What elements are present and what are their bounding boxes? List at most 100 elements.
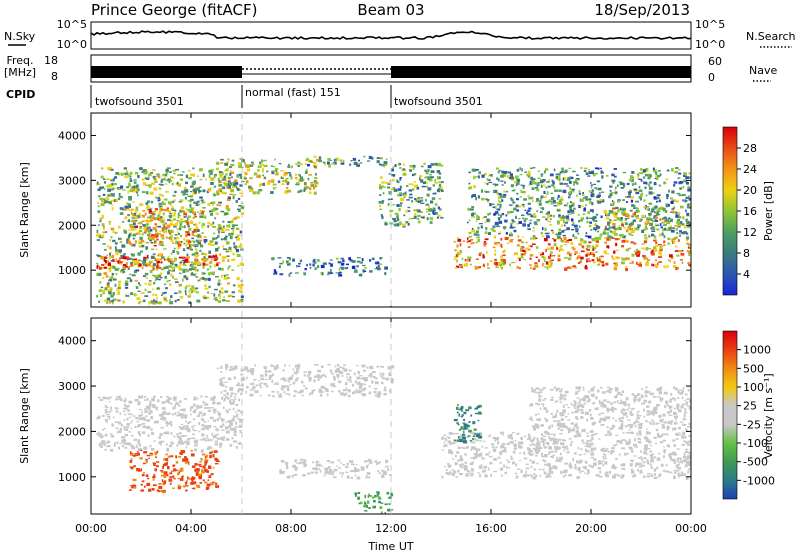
velocity-cell <box>156 465 159 467</box>
velocity-cell <box>153 478 155 481</box>
power-cell <box>568 196 571 198</box>
power-cell <box>688 253 690 256</box>
velocity-cell <box>116 396 119 397</box>
power-cell <box>551 184 553 186</box>
velocity-cell <box>520 470 522 473</box>
velocity-cell <box>145 415 148 417</box>
power-cell <box>107 195 110 197</box>
power-cell <box>534 222 538 224</box>
velocity-cell <box>140 457 143 459</box>
power-cell <box>253 164 255 166</box>
power-cell <box>387 184 390 185</box>
power-cell <box>223 256 227 258</box>
power-cell <box>479 223 483 224</box>
velocity-cell <box>207 407 211 409</box>
power-cell <box>561 238 563 241</box>
power-cell <box>107 298 111 301</box>
velocity-cell <box>341 375 344 376</box>
power-cell <box>425 199 427 202</box>
power-cell <box>659 234 661 237</box>
velocity-cell <box>115 399 119 401</box>
power-cell <box>664 182 666 184</box>
velocity-cell <box>641 458 643 460</box>
velocity-cell <box>295 379 298 382</box>
power-cell <box>159 211 162 213</box>
power-cell <box>685 210 687 213</box>
power-cell <box>645 249 648 250</box>
power-cell <box>146 258 148 260</box>
power-cell <box>202 211 204 214</box>
power-cell <box>152 169 156 171</box>
velocity-cell <box>650 460 654 463</box>
power-cell <box>605 226 607 228</box>
power-cell <box>528 249 531 251</box>
power-cell <box>234 179 237 182</box>
power-cell <box>519 174 522 175</box>
power-cell <box>558 232 562 235</box>
power-cell <box>547 235 549 237</box>
power-cell <box>175 281 178 283</box>
power-cell <box>196 245 198 246</box>
velocity-cell <box>530 439 532 441</box>
power-cell <box>686 182 689 185</box>
power-cell <box>554 240 557 242</box>
velocity-cell <box>543 460 546 462</box>
power-cell <box>471 242 475 244</box>
power-cell <box>210 182 214 185</box>
velocity-cell <box>584 467 587 469</box>
power-cell <box>268 180 271 182</box>
ytick-label: 4000 <box>58 129 86 142</box>
power-cell <box>542 185 546 187</box>
velocity-cell <box>528 436 531 438</box>
power-cell <box>275 174 279 176</box>
power-cell <box>157 261 161 263</box>
velocity-cell <box>368 464 370 465</box>
power-cell <box>678 216 681 218</box>
velocity-cell <box>134 439 138 441</box>
power-cell <box>230 236 233 239</box>
velocity-cell <box>358 492 360 494</box>
velocity-cell <box>683 456 686 458</box>
power-cell <box>101 235 105 238</box>
power-cell <box>282 260 284 263</box>
power-cell <box>174 191 176 193</box>
power-cell <box>360 274 363 277</box>
power-cell <box>179 225 182 227</box>
velocity-cell <box>130 451 132 454</box>
velocity-cell <box>525 471 527 474</box>
power-cell <box>127 214 130 216</box>
power-cell <box>488 179 490 181</box>
power-cell <box>596 240 599 243</box>
power-cell <box>197 201 200 203</box>
velocity-cell <box>387 492 390 495</box>
power-cell <box>207 292 209 294</box>
power-cell <box>474 266 476 268</box>
power-cell <box>150 192 154 195</box>
power-cell <box>572 234 574 237</box>
power-cell <box>218 224 221 227</box>
power-cell <box>483 264 485 267</box>
velocity-cell <box>281 471 285 473</box>
power-cell <box>623 258 627 261</box>
power-cell <box>149 209 152 212</box>
power-cell <box>356 265 359 267</box>
power-cell <box>218 202 222 203</box>
velocity-cell <box>500 454 502 455</box>
velocity-cell <box>598 460 601 462</box>
power-cell <box>298 263 301 265</box>
power-cell <box>131 264 133 267</box>
power-cell <box>228 197 231 200</box>
power-cell <box>421 166 424 168</box>
power-cell <box>558 229 561 232</box>
velocity-cell <box>243 369 245 372</box>
power-cell <box>542 236 545 237</box>
power-cell <box>208 256 211 259</box>
power-cell <box>155 277 158 280</box>
velocity-cell <box>493 458 497 461</box>
power-cell <box>614 176 617 178</box>
velocity-cell <box>456 451 459 454</box>
power-cell <box>164 199 168 201</box>
power-cell <box>112 259 114 262</box>
power-cell <box>287 257 290 258</box>
velocity-cell <box>356 389 358 391</box>
